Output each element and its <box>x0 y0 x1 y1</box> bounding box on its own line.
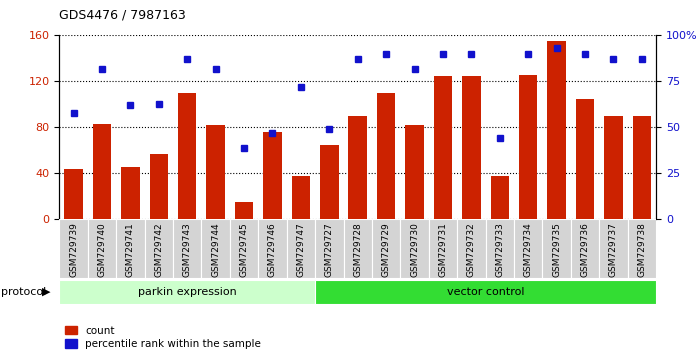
Text: GSM729745: GSM729745 <box>239 222 248 277</box>
Text: GSM729740: GSM729740 <box>98 222 107 277</box>
Text: GSM729742: GSM729742 <box>154 222 163 277</box>
Text: vector control: vector control <box>447 287 524 297</box>
Text: GSM729731: GSM729731 <box>438 222 447 277</box>
Bar <box>88 219 116 278</box>
Text: GSM729743: GSM729743 <box>183 222 192 277</box>
Bar <box>149 154 168 219</box>
Text: GSM729744: GSM729744 <box>211 222 220 277</box>
Bar <box>429 219 457 278</box>
Text: GSM729734: GSM729734 <box>524 222 533 277</box>
Bar <box>491 176 509 219</box>
Bar <box>258 219 287 278</box>
Bar <box>401 219 429 278</box>
Bar <box>121 166 140 219</box>
Bar <box>348 116 367 219</box>
Bar <box>519 74 537 219</box>
Bar <box>64 169 83 219</box>
Text: GSM729741: GSM729741 <box>126 222 135 277</box>
Bar <box>514 219 542 278</box>
Text: GSM729728: GSM729728 <box>353 222 362 277</box>
Text: ▶: ▶ <box>42 287 50 297</box>
Bar <box>59 280 315 304</box>
Bar <box>230 219 258 278</box>
Text: GSM729729: GSM729729 <box>382 222 391 277</box>
Bar <box>343 219 372 278</box>
Bar <box>632 116 651 219</box>
Bar <box>320 145 339 219</box>
Bar <box>571 219 600 278</box>
Bar <box>93 124 111 219</box>
Bar <box>604 116 623 219</box>
Text: GSM729732: GSM729732 <box>467 222 476 277</box>
Bar <box>292 176 310 219</box>
Bar <box>235 202 253 219</box>
Bar <box>600 219 628 278</box>
Text: GSM729747: GSM729747 <box>297 222 306 277</box>
Bar <box>377 93 395 219</box>
Bar <box>315 219 343 278</box>
Bar <box>178 93 196 219</box>
Bar <box>406 125 424 219</box>
Bar <box>433 76 452 219</box>
Text: GSM729735: GSM729735 <box>552 222 561 277</box>
Bar <box>542 219 571 278</box>
Text: GSM729746: GSM729746 <box>268 222 277 277</box>
Text: protocol: protocol <box>1 287 46 297</box>
Text: GSM729737: GSM729737 <box>609 222 618 277</box>
Text: GSM729738: GSM729738 <box>637 222 646 277</box>
Text: GSM729733: GSM729733 <box>496 222 505 277</box>
Bar <box>173 219 202 278</box>
Bar <box>202 219 230 278</box>
Bar <box>462 76 481 219</box>
Bar <box>207 125 225 219</box>
Bar <box>59 219 88 278</box>
Text: parkin expression: parkin expression <box>138 287 237 297</box>
Bar <box>628 219 656 278</box>
Bar <box>263 132 282 219</box>
Text: GSM729727: GSM729727 <box>325 222 334 277</box>
Text: GSM729730: GSM729730 <box>410 222 419 277</box>
Bar <box>315 280 656 304</box>
Text: GSM729739: GSM729739 <box>69 222 78 277</box>
Legend: count, percentile rank within the sample: count, percentile rank within the sample <box>64 326 261 349</box>
Bar <box>576 99 594 219</box>
Bar <box>457 219 486 278</box>
Bar <box>372 219 401 278</box>
Bar <box>547 41 566 219</box>
Bar <box>287 219 315 278</box>
Bar <box>116 219 144 278</box>
Bar <box>486 219 514 278</box>
Text: GSM729736: GSM729736 <box>581 222 590 277</box>
Bar <box>144 219 173 278</box>
Text: GDS4476 / 7987163: GDS4476 / 7987163 <box>59 9 186 22</box>
